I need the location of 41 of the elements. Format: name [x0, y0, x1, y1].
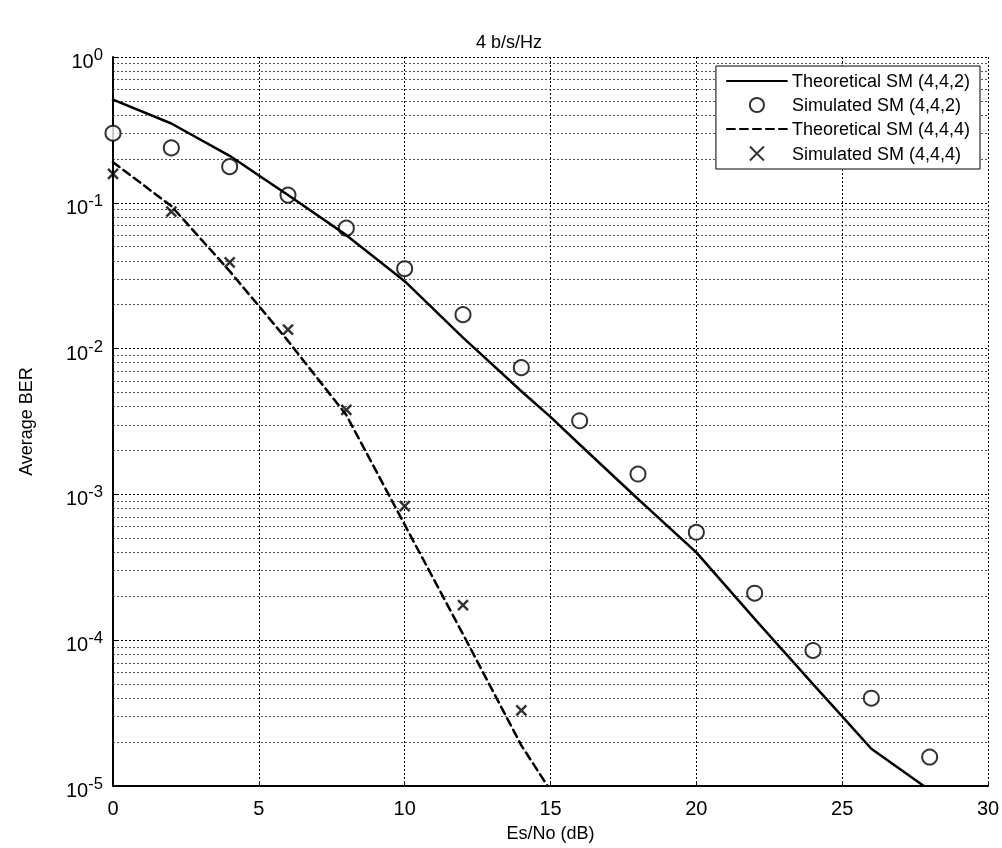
y-axis-title: Average BER — [16, 367, 36, 476]
legend-label: Simulated SM (4,4,2) — [791, 95, 962, 115]
y-tick-label: 10$^{-3}$ — [65, 481, 103, 511]
x-tick-label: 30 — [976, 797, 1000, 819]
y-tick-label: 10$^{-4}$ — [65, 627, 103, 656]
point — [515, 704, 528, 717]
point — [746, 584, 764, 602]
x-tick-label: 25 — [831, 797, 854, 819]
point — [281, 323, 295, 336]
x-tick-label: 15 — [539, 797, 562, 819]
x-tick-label: 10 — [393, 797, 416, 819]
y-tick-label: 10$^{-2}$ — [65, 335, 103, 365]
chart-title: 4 b/s/Hz — [475, 32, 543, 52]
point — [629, 465, 647, 483]
y-tick-label: 10$^{-5}$ — [65, 773, 103, 802]
point — [454, 306, 472, 324]
x-axis-title: Es/No (dB) — [506, 823, 595, 843]
point — [340, 403, 353, 417]
y-tick-label: 10$^{-1}$ — [65, 189, 103, 219]
legend-label: Simulated SM (4,4,4) — [791, 143, 962, 164]
point — [512, 359, 530, 377]
point — [396, 260, 414, 278]
y-tick-label: 10$^{0}$ — [71, 44, 103, 73]
point — [162, 139, 180, 157]
x-tick-label: 20 — [685, 797, 708, 819]
point — [104, 124, 122, 142]
point — [223, 256, 236, 269]
legend-label: Theoretical SM (4,4,4) — [791, 119, 971, 139]
point — [221, 158, 239, 176]
point — [804, 641, 822, 659]
x-tick-label: 0 — [107, 797, 119, 819]
point — [571, 412, 589, 430]
point — [165, 205, 178, 218]
point — [456, 598, 470, 612]
point — [921, 748, 939, 766]
x-tick-label: 5 — [253, 797, 265, 819]
legend-label: Theoretical SM (4,4,2) — [791, 71, 971, 91]
point — [687, 523, 705, 541]
point — [398, 499, 411, 513]
point — [862, 689, 880, 707]
point — [106, 167, 120, 181]
